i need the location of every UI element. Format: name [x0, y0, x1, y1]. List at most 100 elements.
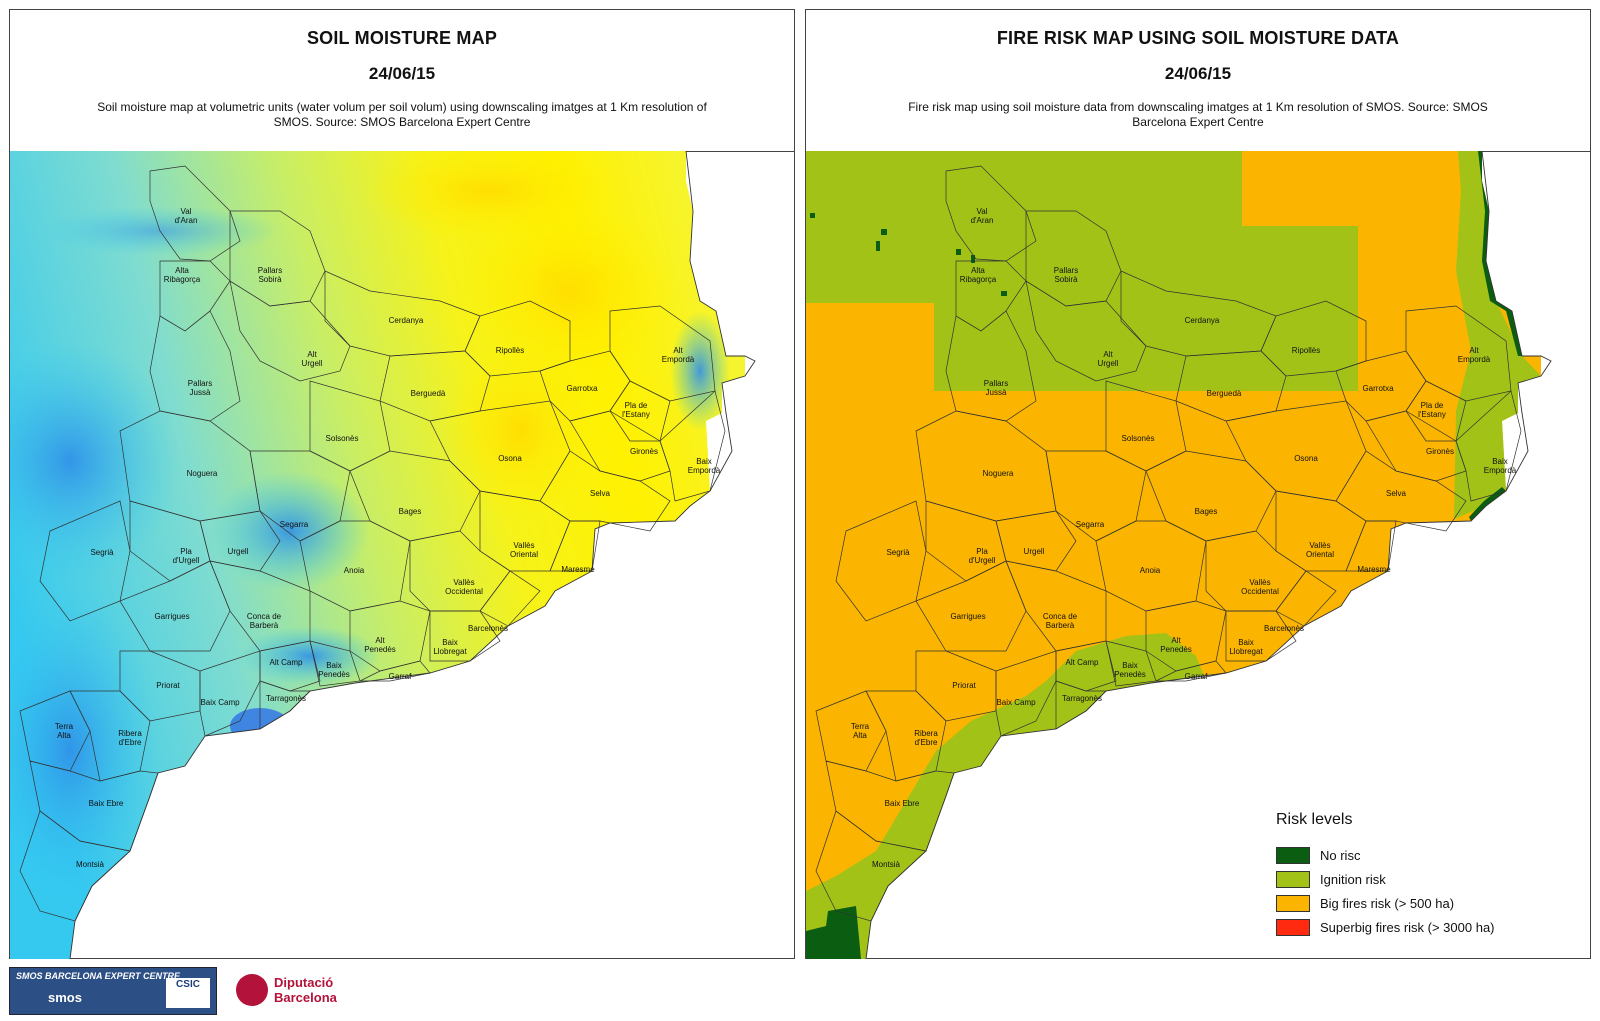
comarca-label: Selva	[1386, 489, 1407, 498]
comarca-label: Baix Ebre	[885, 799, 920, 808]
comarca-label: Baix Camp	[996, 698, 1036, 707]
coastline-path	[865, 151, 1552, 959]
comarca-label: Alt Empordà	[1458, 346, 1491, 364]
legend-label: No risc	[1320, 847, 1361, 863]
legend-item-big-fires: Big fires risk (> 500 ha)	[1276, 891, 1566, 915]
comarca-boundary	[549, 520, 601, 572]
comarca-label: Vallès Occidental	[445, 578, 483, 596]
comarca-label: Alt Urgell	[302, 350, 323, 368]
comarca-label: Priorat	[156, 681, 180, 690]
comarca-label: Baix Llobregat	[433, 638, 467, 656]
smos-logo-text: smos	[48, 990, 82, 1005]
legend-swatch	[1276, 918, 1310, 936]
comarca-boundary	[199, 510, 281, 572]
comarca-label: Alt Penedès	[364, 636, 396, 654]
legend-label: Ignition risk	[1320, 871, 1386, 887]
fire-risk-panel: FIRE RISK MAP USING SOIL MOISTURE DATA 2…	[805, 9, 1591, 959]
comarca-label: Garrigues	[154, 612, 189, 621]
comarca-boundary	[995, 510, 1077, 572]
comarca-label: Terra Alta	[55, 722, 74, 740]
soil-moisture-description: Soil moisture map at volumetric units (w…	[97, 100, 707, 129]
comarca-label: Tarragonès	[266, 694, 306, 703]
fire-risk-header: FIRE RISK MAP USING SOIL MOISTURE DATA 2…	[806, 10, 1590, 152]
comarca-boundary	[1095, 520, 1207, 612]
soil-moisture-header: SOIL MOISTURE MAP 24/06/15 Soil moisture…	[10, 10, 794, 152]
comarca-label: Alta Ribagorça	[960, 266, 997, 284]
risk-none-south	[806, 906, 861, 959]
comarca-boundary	[1260, 300, 1367, 377]
comarca-label: Pla d'Urgell	[969, 547, 996, 565]
fire-risk-map: Val d'Aran Alta Ribagorça Pallars Sobirà Cerda…	[806, 151, 1590, 959]
comarca-boundary	[1345, 520, 1397, 572]
comarca-label: Cerdanya	[1185, 316, 1220, 325]
comarca-label: Urgell	[1024, 547, 1045, 556]
comarca-label: Osona	[1294, 454, 1318, 463]
comarca-label: Garrigues	[950, 612, 985, 621]
comarca-boundary	[1405, 380, 1467, 442]
comarca-boundary	[229, 280, 351, 382]
comarca-labels: Val d'Aran Alta Ribagorça Pallars Sobirà Cerda…	[851, 207, 1517, 869]
comarca-label: Alt Camp	[1066, 658, 1099, 667]
diputacio-logo: Diputació Barcelona	[236, 970, 356, 1012]
comarca-label: Pallars Sobirà	[258, 266, 282, 284]
comarca-label: Barcelonès	[468, 624, 508, 633]
comarca-label: Noguera	[983, 469, 1014, 478]
comarca-label: Solsonès	[1122, 434, 1155, 443]
comarca-boundary	[149, 310, 241, 422]
comarca-label: Baix Ebre	[89, 799, 124, 808]
comarca-label: Alt Urgell	[1098, 350, 1119, 368]
comarca-boundary	[815, 690, 887, 772]
comarca-boundary	[429, 610, 501, 662]
comarca-boundary	[609, 380, 671, 442]
comarca-boundary	[1275, 570, 1337, 627]
legend-title: Risk levels	[1276, 811, 1353, 828]
comarca-boundary	[945, 310, 1037, 422]
comarca-label: Barcelonès	[1264, 624, 1304, 633]
legend-swatch	[1276, 846, 1310, 864]
comarca-label: Montsià	[872, 860, 901, 869]
comarca-label: Vallès Occidental	[1241, 578, 1279, 596]
diputacio-text: Diputació Barcelona	[274, 975, 337, 1005]
legend-swatch	[1276, 894, 1310, 912]
comarca-boundaries	[815, 165, 1522, 922]
comarca-boundary	[479, 570, 541, 627]
comarca-label: Segrià	[90, 548, 114, 557]
comarca-boundary	[995, 650, 1057, 737]
comarca-label: Ripollès	[496, 346, 524, 355]
comarca-label: Bages	[399, 507, 422, 516]
comarca-label: Pla de l'Estany	[622, 401, 650, 419]
comarca-label: Conca de Barberà	[1043, 612, 1078, 630]
risk-ignition-north	[806, 151, 1358, 391]
comarca-label: Baix Empordà	[688, 457, 721, 475]
fire-risk-description: Fire risk map using soil moisture data f…	[908, 100, 1488, 129]
comarca-label: Vallès Oriental	[1306, 541, 1334, 559]
diputacio-line2: Barcelona	[274, 990, 337, 1005]
moisture-raster	[10, 151, 745, 959]
comarca-boundaries	[19, 165, 726, 922]
comarca-label: Val d'Aran	[971, 207, 994, 225]
comarca-label: Berguedà	[411, 389, 446, 398]
comarca-label: Garraf	[389, 672, 412, 681]
coastline	[865, 151, 1552, 959]
comarca-label: Ripollès	[1292, 346, 1320, 355]
smos-logo-title: SMOS BARCELONA EXPERT CENTRE	[16, 971, 181, 981]
comarca-label: Bages	[1195, 507, 1218, 516]
comarca-boundary	[299, 520, 411, 612]
comarca-label: Garrotxa	[1362, 384, 1394, 393]
comarca-label: Maresme	[1357, 565, 1391, 574]
comarca-label: Terra Alta	[851, 722, 870, 740]
legend-item-no-risc: No risc	[1276, 843, 1566, 867]
comarca-label: Segarra	[1076, 520, 1105, 529]
comarca-label: Vallès Oriental	[510, 541, 538, 559]
smos-bec-logo: SMOS BARCELONA EXPERT CENTRE smos CSIC	[9, 967, 217, 1015]
comarca-label: Noguera	[187, 469, 218, 478]
diputacio-line1: Diputació	[274, 975, 334, 990]
comarca-label: Pla d'Urgell	[173, 547, 200, 565]
fire-risk-date: 24/06/15	[1164, 64, 1232, 83]
comarca-label: Cerdanya	[389, 316, 424, 325]
comarca-label: Garrotxa	[566, 384, 598, 393]
diputacio-seal-icon	[236, 974, 268, 1006]
comarca-boundary	[199, 650, 261, 737]
fire-risk-title: FIRE RISK MAP USING SOIL MOISTURE DATA	[996, 28, 1400, 48]
comarca-label: Osona	[498, 454, 522, 463]
